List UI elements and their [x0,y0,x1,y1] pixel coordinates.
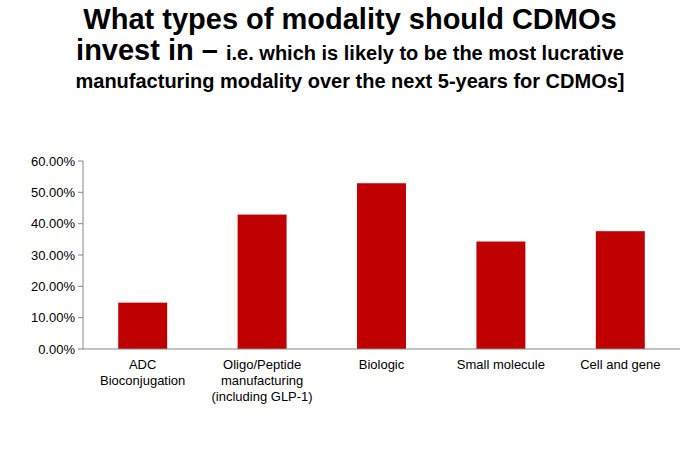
y-tick [78,286,83,287]
y-tick-label: 10.00% [31,310,76,325]
y-tick [78,255,83,256]
y-tick [78,161,83,162]
x-axis [83,349,680,350]
bar [596,231,645,349]
y-tick [78,192,83,193]
y-tick-label: 40.00% [31,216,76,231]
x-tick-label: Small molecule [445,357,557,373]
y-tick-label: 50.00% [31,185,76,200]
title-block: What types of modality should CDMOs inve… [70,6,630,96]
y-tick-label: 30.00% [31,248,76,263]
y-tick [78,317,83,318]
x-tick-label: ADC Bioconjugation [87,357,199,389]
y-tick-label: 20.00% [31,279,76,294]
bars [118,183,645,349]
bar [476,242,525,349]
y-tick-label: 0.00% [38,342,75,357]
y-tick [78,349,83,350]
x-tick-label: Cell and gene [564,357,676,373]
y-tick-label: 60.00% [31,154,76,169]
y-tick [78,223,83,224]
x-tick-label: Oligo/Peptide manufacturing (including G… [206,357,318,405]
bar [118,303,167,349]
x-tick-label: Biologic [326,357,438,373]
bar [357,183,406,349]
bar [238,215,287,349]
